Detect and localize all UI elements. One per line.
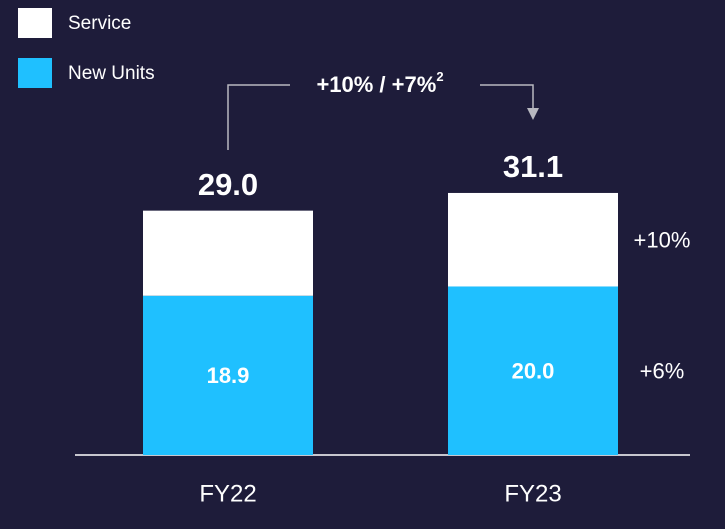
growth-label: +6% bbox=[640, 359, 685, 384]
bar-segment bbox=[448, 192, 618, 287]
annotation-sup: 2 bbox=[436, 69, 443, 84]
total-label: 29.0 bbox=[198, 167, 258, 202]
x-tick-label: FY23 bbox=[504, 480, 561, 507]
bar-segment bbox=[143, 210, 313, 296]
total-label: 31.1 bbox=[503, 149, 563, 184]
legend-swatch bbox=[18, 58, 52, 88]
bracket-left bbox=[227, 84, 290, 150]
x-tick-label: FY22 bbox=[199, 480, 256, 507]
annotation-text: +10% / +7% bbox=[316, 72, 436, 97]
annotation: +10% / +7%2 bbox=[316, 69, 443, 96]
bracket-arrow bbox=[527, 108, 539, 120]
segment-label: 10.1 bbox=[207, 241, 250, 266]
legend-swatch bbox=[18, 8, 52, 38]
bar-segment bbox=[448, 286, 618, 455]
bar-segment bbox=[143, 295, 313, 455]
segment-label: 18.9 bbox=[207, 363, 250, 388]
growth-label: +10% bbox=[634, 228, 691, 253]
bracket-right bbox=[480, 84, 534, 110]
legend-label: New Units bbox=[68, 63, 155, 84]
segment-label: 20.0 bbox=[512, 359, 555, 384]
legend-label: Service bbox=[68, 13, 131, 34]
segment-label: 11.1 bbox=[512, 228, 554, 253]
